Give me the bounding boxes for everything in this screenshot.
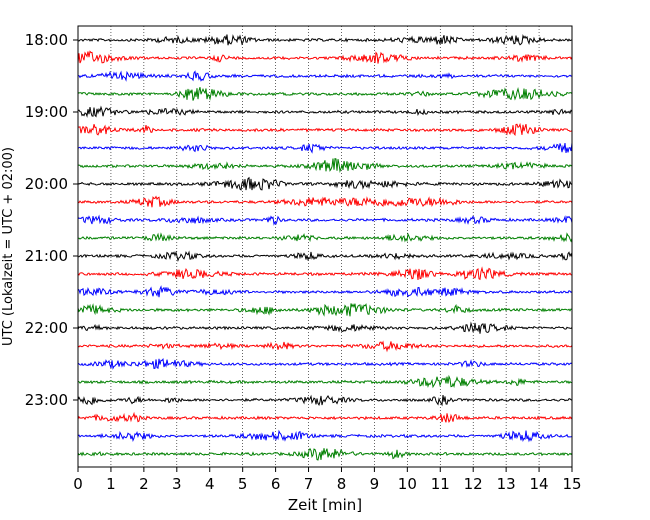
x-tick-label: 10 xyxy=(398,475,417,493)
y-tick-label: 23:00 xyxy=(25,391,68,409)
x-axis-label: Zeit [min] xyxy=(288,496,362,514)
x-tick-label: 14 xyxy=(530,475,549,493)
x-tick-label: 6 xyxy=(271,475,281,493)
x-tick-label: 1 xyxy=(106,475,116,493)
trace-1845 xyxy=(77,86,573,101)
trace-2115 xyxy=(77,266,573,281)
trace-1900 xyxy=(77,105,573,118)
trace-2100 xyxy=(78,250,573,263)
trace-1815 xyxy=(77,50,573,64)
x-tick-label: 7 xyxy=(304,475,314,493)
seismic-traces xyxy=(77,33,573,461)
y-axis-ticks: 18:00 19:00 20:00 21:00 22:00 23:00 xyxy=(25,31,78,409)
trace-2330 xyxy=(77,429,572,443)
trace-1945 xyxy=(77,158,573,173)
x-axis-ticks: 0 1 2 3 4 5 6 7 8 9 10 11 12 13 14 15 xyxy=(73,467,582,493)
trace-2000 xyxy=(77,176,573,191)
trace-1930 xyxy=(77,142,573,154)
x-tick-label: 11 xyxy=(431,475,450,493)
trace-2015 xyxy=(77,195,573,208)
trace-2245 xyxy=(77,374,573,389)
trace-2130 xyxy=(77,285,573,298)
x-tick-label: 12 xyxy=(464,475,483,493)
trace-1830 xyxy=(77,70,573,82)
y-tick-label: 22:00 xyxy=(25,319,68,337)
trace-2145 xyxy=(77,303,573,317)
x-tick-label: 13 xyxy=(497,475,516,493)
y-tick-label: 18:00 xyxy=(25,31,68,49)
trace-1915 xyxy=(77,122,573,137)
y-axis-label: UTC (Lokalzeit = UTC + 02:00) xyxy=(1,147,16,346)
x-tick-label: 0 xyxy=(73,475,83,493)
trace-2030 xyxy=(77,214,573,226)
trace-1800 xyxy=(77,33,573,46)
y-tick-label: 20:00 xyxy=(25,175,68,193)
y-tick-label: 21:00 xyxy=(25,247,68,265)
trace-2215 xyxy=(77,340,573,353)
trace-2300 xyxy=(77,394,573,407)
x-tick-label: 4 xyxy=(205,475,215,493)
x-tick-label: 3 xyxy=(172,475,182,493)
trace-2345 xyxy=(77,447,573,461)
plot-frame xyxy=(77,25,573,468)
x-tick-label: 15 xyxy=(562,475,581,493)
x-tick-label: 9 xyxy=(370,475,380,493)
x-tick-label: 5 xyxy=(238,475,248,493)
trace-2230 xyxy=(77,358,573,370)
trace-2045 xyxy=(77,232,573,243)
y-tick-label: 19:00 xyxy=(25,103,68,121)
x-tick-label: 2 xyxy=(139,475,149,493)
trace-2315 xyxy=(77,411,573,424)
trace-2200 xyxy=(77,321,573,334)
x-tick-label: 8 xyxy=(337,475,347,493)
